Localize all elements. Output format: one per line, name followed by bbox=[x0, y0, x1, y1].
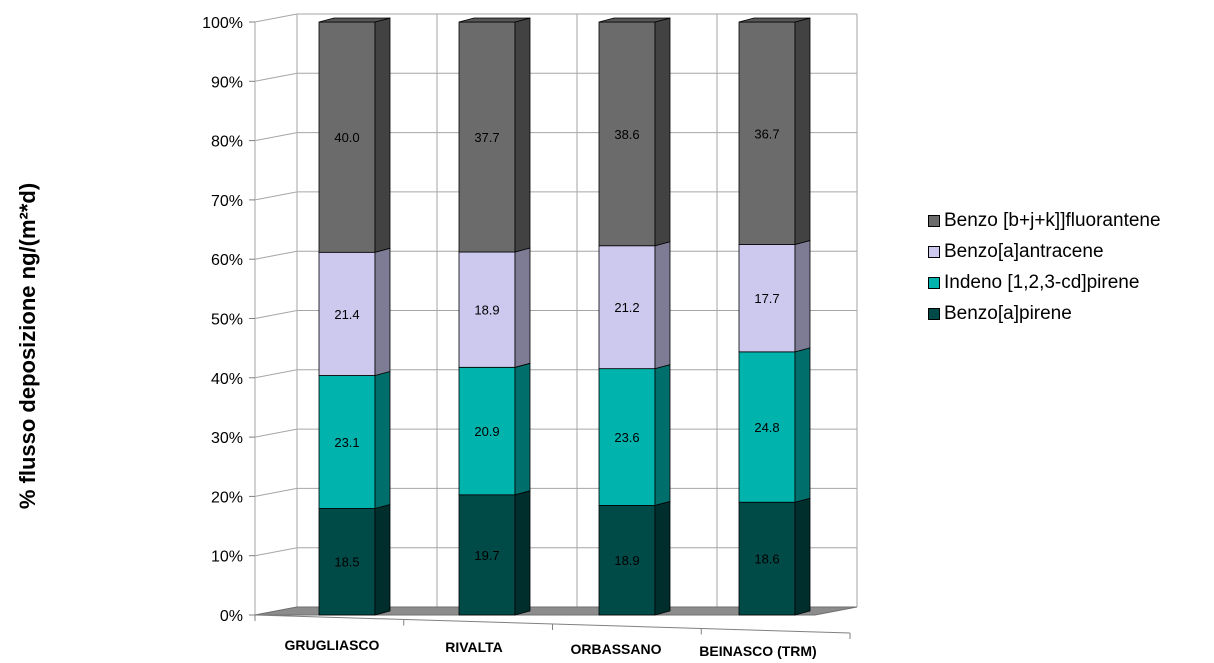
bar-segment-side bbox=[794, 240, 811, 353]
bar-segment-side bbox=[374, 17, 391, 253]
y-tick-label: 30% bbox=[211, 430, 243, 447]
data-label: 37.7 bbox=[474, 130, 499, 145]
bar-segment-side bbox=[374, 247, 391, 377]
side-gridline bbox=[254, 547, 298, 557]
bar-segment bbox=[738, 501, 796, 616]
x-tick-label: BEINASCO (TRM) bbox=[699, 643, 816, 659]
data-label: 21.4 bbox=[334, 307, 359, 322]
y-tick-label: 0% bbox=[220, 608, 243, 625]
bar-segment-side bbox=[514, 247, 531, 368]
data-label: 18.6 bbox=[754, 552, 779, 567]
bar-segment-side bbox=[654, 241, 671, 370]
legend: Benzo [b+j+k]]fluorantene Benzo[a]antrace… bbox=[928, 205, 1161, 329]
y-axis-label: % flusso deposizione ng/(m²*d) bbox=[15, 182, 40, 510]
side-gridline bbox=[254, 310, 298, 319]
y-tick-label: 100% bbox=[202, 15, 243, 32]
bar-segment bbox=[458, 494, 516, 616]
data-label: 20.9 bbox=[474, 424, 499, 439]
side-gridline bbox=[254, 132, 298, 142]
x-tick-label: ORBASSANO bbox=[570, 641, 661, 657]
data-label: 23.1 bbox=[334, 435, 359, 450]
legend-item: Benzo [b+j+k]]fluorantene bbox=[928, 205, 1161, 236]
data-label: 18.9 bbox=[614, 553, 639, 568]
legend-swatch bbox=[928, 245, 940, 258]
y-tick-label: 40% bbox=[211, 371, 243, 388]
legend-swatch bbox=[928, 276, 940, 289]
bar-segment bbox=[738, 351, 796, 503]
data-label: 18.5 bbox=[334, 555, 359, 570]
data-label: 19.7 bbox=[474, 548, 499, 563]
bar-segment-side bbox=[374, 370, 391, 510]
data-label: 24.8 bbox=[754, 420, 779, 435]
data-label: 17.7 bbox=[754, 291, 779, 306]
bar-segment bbox=[318, 508, 376, 616]
bar-segment-side bbox=[794, 347, 811, 503]
side-gridline bbox=[254, 72, 298, 82]
legend-item: Indeno [1,2,3-cd]pirene bbox=[928, 267, 1161, 298]
legend-label: Benzo[a]pirene bbox=[944, 302, 1072, 324]
bar-segment-top bbox=[458, 17, 531, 23]
legend-swatch bbox=[928, 214, 940, 227]
bar-segment bbox=[598, 368, 656, 506]
bar-segment bbox=[598, 505, 656, 616]
bar-segment bbox=[318, 21, 376, 253]
side-gridline bbox=[254, 250, 298, 260]
bar-segment bbox=[598, 21, 656, 247]
bar-segment bbox=[318, 375, 376, 509]
data-label: 36.7 bbox=[754, 126, 779, 141]
x-tick-label: GRUGLIASCO bbox=[285, 637, 380, 653]
bar-segment bbox=[458, 251, 516, 368]
bar-segment-side bbox=[654, 17, 671, 247]
bar-segment-side bbox=[794, 497, 811, 616]
legend-label: Indeno [1,2,3-cd]pirene bbox=[944, 271, 1140, 293]
data-label: 40.0 bbox=[334, 130, 359, 145]
bar-segment-top bbox=[598, 17, 671, 23]
legend-item: Benzo[a]antracene bbox=[928, 236, 1161, 267]
y-tick-label: 20% bbox=[211, 489, 243, 506]
data-label: 18.9 bbox=[474, 303, 499, 318]
bar-segment-side bbox=[514, 490, 531, 616]
data-label: 38.6 bbox=[614, 127, 639, 142]
legend-label: Benzo[a]antracene bbox=[944, 240, 1104, 262]
y-tick-label: 50% bbox=[211, 312, 243, 329]
legend-label: Benzo [b+j+k]]fluorantene bbox=[944, 209, 1161, 231]
legend-swatch bbox=[928, 307, 940, 320]
y-tick-label: 90% bbox=[211, 74, 243, 91]
bar-segment bbox=[598, 245, 656, 370]
bar-segment-side bbox=[514, 17, 531, 253]
side-gridline bbox=[254, 13, 298, 23]
side-gridline bbox=[254, 369, 298, 379]
bar-segment-side bbox=[654, 364, 671, 506]
side-gridline bbox=[254, 191, 298, 201]
bar-segment bbox=[318, 251, 376, 376]
data-label: 21.2 bbox=[614, 300, 639, 315]
bar-segment bbox=[458, 366, 516, 496]
y-tick-label: 80% bbox=[211, 134, 243, 151]
bar-segment bbox=[738, 21, 796, 245]
y-tick-label: 70% bbox=[211, 193, 243, 210]
legend-item: Benzo[a]pirene bbox=[928, 298, 1161, 329]
bar-segment-side bbox=[514, 362, 531, 496]
side-gridline bbox=[254, 428, 298, 438]
y-tick-label: 60% bbox=[211, 252, 243, 269]
bar-segment-side bbox=[794, 17, 811, 246]
x-tick-label: RIVALTA bbox=[445, 639, 503, 655]
y-tick-label: 10% bbox=[211, 549, 243, 566]
bar-segment-top bbox=[318, 17, 391, 23]
bar-segment-side bbox=[374, 503, 391, 616]
data-label: 23.6 bbox=[614, 430, 639, 445]
bar-segment-side bbox=[654, 500, 671, 616]
bar-segment bbox=[738, 244, 796, 353]
side-gridline bbox=[254, 487, 298, 497]
bar-segment-top bbox=[738, 17, 811, 23]
y-axis-label-wrap: % flusso deposizione ng/(m²*d) bbox=[8, 0, 48, 663]
